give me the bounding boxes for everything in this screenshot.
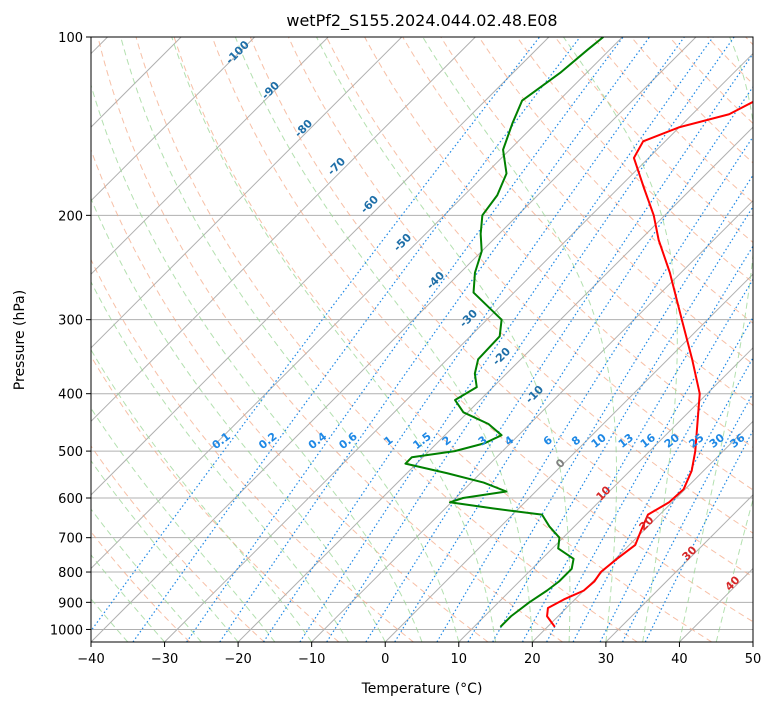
x-tick-label: 50: [745, 652, 762, 667]
y-tick-label: 1000: [50, 623, 83, 638]
y-tick-label: 300: [58, 314, 83, 329]
temperature-profile-line: [546, 100, 753, 628]
x-tick-label: 40: [671, 652, 688, 667]
mixing-ratio-line: [186, 37, 624, 642]
moist-adiabat-line: [91, 508, 202, 642]
isotherm-line: [605, 494, 753, 642]
dry-adiabat-line: [287, 37, 753, 534]
moist-adiabat-line: [171, 37, 497, 642]
plot-area: 0.1 0.2 0.4 0.6 1 1.5 2 3 4 6 8 10 13 16 20 25 30 36-100-…: [91, 37, 753, 642]
moist-adiabat-line: [91, 280, 349, 642]
mixing-ratio-lines: [91, 37, 753, 642]
isotherm-line: [91, 37, 329, 275]
dewpoint-profile-line: [404, 37, 604, 628]
mixing-ratio-line: [521, 245, 753, 642]
moist-adiabats: [91, 37, 753, 642]
isotherm-line: [91, 37, 403, 349]
dry-adiabat-line: [91, 445, 265, 642]
moist-adiabat-line: [91, 348, 313, 642]
mixing-ratio-line: [644, 429, 753, 642]
y-tick-label: 500: [58, 445, 83, 460]
y-axis-ticks: 1000 900 800 700 600 500 400 300 200 100: [50, 31, 91, 638]
x-tick-label: 30: [598, 652, 615, 667]
dry-adiabat-line: [630, 37, 753, 164]
mixing-ratio-line: [436, 135, 753, 642]
mixing-ratio-line: [91, 37, 541, 632]
dry-adiabat-line: [326, 37, 753, 491]
sounding-profiles: [404, 37, 753, 628]
x-tick-label: −30: [151, 652, 178, 667]
dry-adiabat-line: [91, 258, 414, 642]
isotherm-line: [237, 126, 753, 642]
dry-adiabat-line: [97, 37, 563, 642]
moist-adiabat-line: [91, 407, 276, 642]
dry-adiabat-line: [402, 37, 753, 407]
mixing-ratio-line: [326, 37, 735, 642]
y-tick-label: 900: [58, 596, 83, 611]
mixing-ratio-line: [622, 391, 753, 642]
y-tick-label: 400: [58, 388, 83, 403]
moist-adiabat-line: [563, 37, 678, 642]
isotherm-line: [91, 37, 256, 202]
dry-adiabat-line: [249, 37, 753, 578]
isotherm-line: [91, 37, 623, 570]
x-tick-label: −10: [298, 652, 325, 667]
isotherm-line: [531, 420, 753, 642]
mixing-ratio-line: [394, 85, 753, 642]
x-tick-label: −40: [77, 652, 104, 667]
dry-adiabats: [91, 37, 753, 642]
dry-adiabat-line: [135, 37, 638, 642]
dry-adiabat-line: [592, 37, 753, 204]
isotherm-line: [91, 37, 476, 423]
moist-adiabat-line: [316, 37, 571, 642]
x-tick-label: 20: [524, 652, 541, 667]
dry-adiabat-line: [173, 37, 713, 642]
plot-frame: [90, 36, 754, 643]
y-tick-label: 800: [58, 566, 83, 581]
y-tick-label: 200: [58, 209, 83, 224]
isotherm-line: [164, 52, 753, 642]
x-tick-label: −20: [224, 652, 251, 667]
isotherm-line: [91, 37, 550, 496]
x-tick-label: 0: [381, 652, 389, 667]
mixing-ratio-line: [263, 37, 685, 642]
isotherm-line: [91, 37, 697, 642]
y-axis-label: Pressure (hPa): [12, 290, 28, 390]
mixing-ratio-line: [299, 37, 714, 642]
mixing-ratio-line: [467, 174, 753, 642]
moist-adiabat-line: [91, 83, 423, 642]
x-axis-label: Temperature (°C): [361, 681, 483, 697]
moist-adiabat-line: [91, 197, 386, 642]
moist-adiabat-line: [120, 37, 460, 642]
dry-adiabat-line: [364, 37, 753, 449]
y-tick-label: 600: [58, 492, 83, 507]
x-tick-label: 10: [451, 652, 468, 667]
x-axis-ticks: −40 −30 −20 −10 0 10 20 30 40 50: [77, 642, 761, 667]
chart-title: wetPf2_S155.2024.044.02.48.E08: [286, 11, 557, 31]
moist-adiabat-line: [715, 497, 753, 642]
y-tick-label: 100: [58, 31, 83, 46]
moist-adiabat-line: [678, 37, 753, 642]
dry-adiabat-line: [211, 37, 753, 623]
y-tick-label: 700: [58, 532, 83, 547]
moist-adiabat-line: [234, 37, 533, 642]
dry-adiabat-line: [478, 37, 753, 324]
moist-adiabat-line: [422, 37, 618, 642]
mixing-ratio-line: [219, 37, 651, 642]
